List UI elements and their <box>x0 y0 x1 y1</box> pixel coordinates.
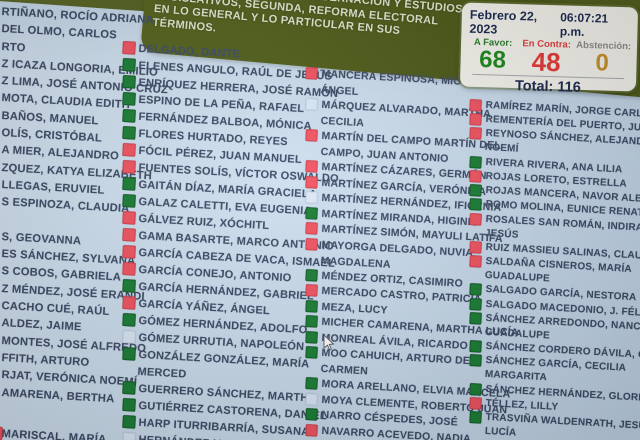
session-date: Febrero 22, 2023 <box>469 7 538 37</box>
vote-indicator-icon <box>469 411 482 424</box>
vote-indicator-icon <box>122 431 136 440</box>
vote-indicator-icon <box>122 329 136 344</box>
session-time: 06:07:21 p.m. <box>559 10 609 39</box>
vote-indicator-icon <box>122 74 136 89</box>
vote-indicator-icon <box>122 414 136 429</box>
vote-indicator-icon <box>122 261 136 276</box>
vote-indicator-icon <box>469 283 482 297</box>
vote-indicator-icon <box>122 312 136 327</box>
vote-indicator-icon <box>305 283 318 297</box>
vote-indicator-icon <box>122 91 136 106</box>
abstencion-count: 0 <box>595 49 610 77</box>
vote-indicator-icon <box>305 392 318 406</box>
vote-indicator-icon <box>469 311 482 325</box>
total-count: 116 <box>557 79 581 96</box>
vote-indicator-icon <box>122 210 136 225</box>
vote-indicator-icon <box>305 330 318 344</box>
legislator-column-4: RAMÍREZ MARÍN, JORGE CARLOS REMENTERÍA DE… <box>469 98 640 439</box>
favor-count: 68 <box>478 46 507 74</box>
vote-indicator-icon <box>305 237 318 251</box>
vote-indicator-icon <box>305 345 318 359</box>
vote-indicator-icon <box>122 244 136 259</box>
vote-indicator-icon <box>469 240 482 254</box>
vote-indicator-icon <box>122 57 136 72</box>
vote-indicator-icon <box>469 127 482 141</box>
vote-indicator-icon <box>122 397 136 412</box>
vote-indicator-icon <box>122 380 136 395</box>
vote-indicator-icon <box>305 175 318 189</box>
vote-indicator-icon <box>305 159 318 173</box>
vote-indicator-icon <box>469 297 482 311</box>
vote-indicator-icon <box>305 128 318 142</box>
vote-indicator-icon <box>469 382 482 396</box>
vote-indicator-icon <box>305 314 318 328</box>
vote-indicator-icon <box>469 184 482 197</box>
vote-indicator-icon <box>122 176 136 191</box>
vote-indicator-icon <box>469 354 482 368</box>
vote-indicator-icon <box>469 113 482 126</box>
vote-indicator-icon <box>122 346 136 361</box>
vote-indicator-icon <box>305 66 318 80</box>
vote-indicator-icon <box>305 299 318 313</box>
vote-indicator-icon <box>122 108 136 123</box>
vote-indicator-icon <box>122 278 136 293</box>
vote-indicator-icon <box>122 125 136 140</box>
vote-indicator-icon <box>122 295 136 310</box>
mouse-cursor <box>323 333 336 356</box>
vote-indicator-icon <box>305 376 318 390</box>
vote-tally-box: Febrero 22, 2023 06:07:21 p.m. A Favor: … <box>459 2 639 98</box>
vote-indicator-icon <box>305 423 318 437</box>
vote-indicator-icon <box>122 193 136 208</box>
vote-indicator-icon <box>305 97 318 111</box>
vote-indicator-icon <box>122 142 136 157</box>
vote-indicator-icon <box>469 169 482 183</box>
vote-indicator-icon <box>122 227 136 242</box>
vote-indicator-icon <box>469 255 482 268</box>
vote-indicator-icon <box>469 340 482 353</box>
vote-indicator-icon <box>469 397 482 410</box>
vote-indicator-icon <box>122 40 136 55</box>
vote-indicator-icon <box>305 268 318 282</box>
vote-indicator-icon <box>469 98 482 112</box>
vote-indicator-icon <box>305 190 318 204</box>
vote-indicator-icon <box>469 198 482 211</box>
vote-indicator-icon <box>305 221 318 235</box>
vote-indicator-icon <box>122 159 136 174</box>
contra-count: 48 <box>531 46 562 78</box>
vote-indicator-icon <box>305 206 318 220</box>
vote-indicator-icon <box>469 155 482 169</box>
vote-indicator-icon <box>305 407 318 421</box>
total-label: Total: <box>514 78 554 96</box>
vote-indicator-icon <box>469 212 482 226</box>
